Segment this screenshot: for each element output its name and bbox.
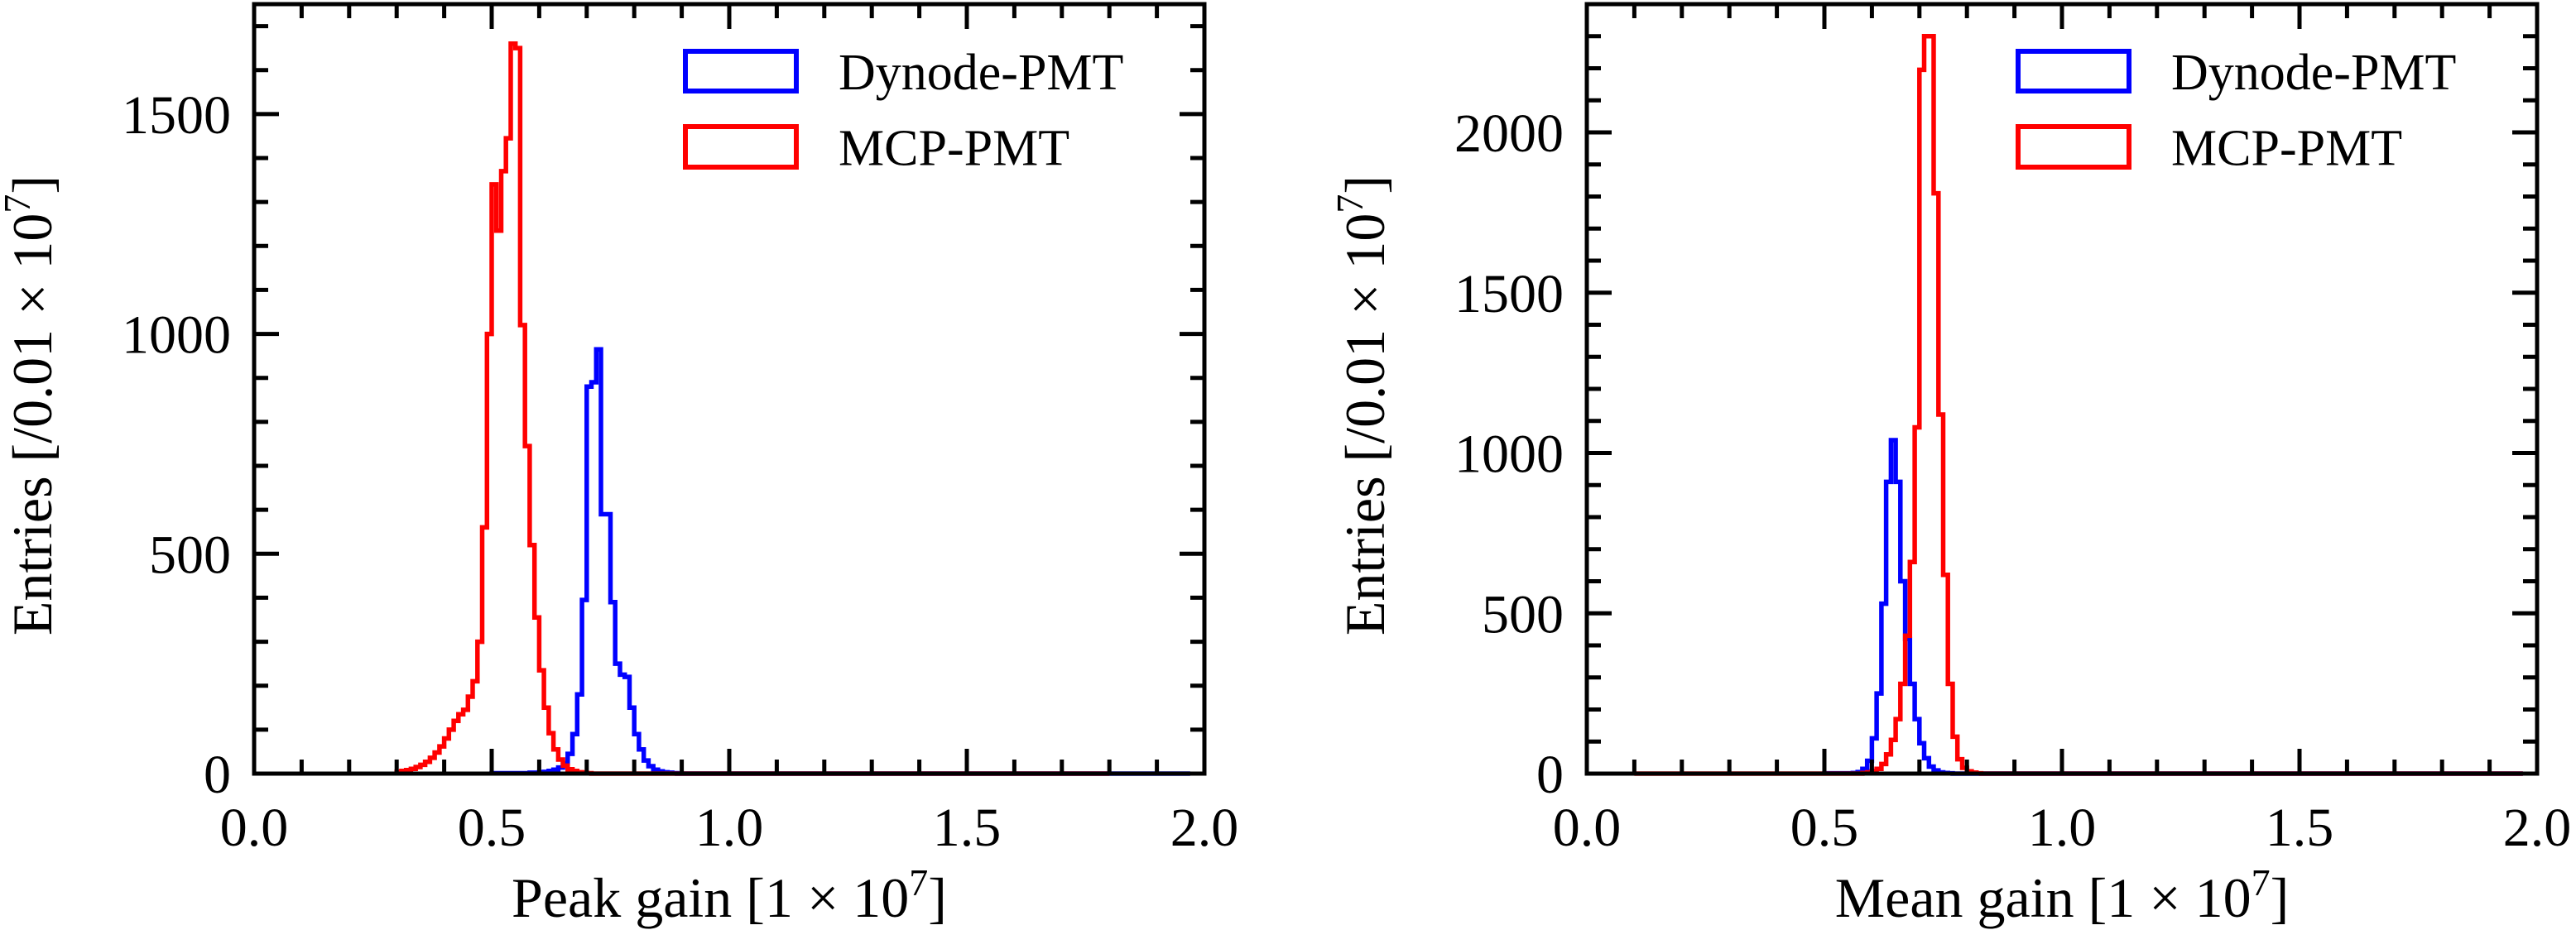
legend-left: Dynode-PMT MCP-PMT bbox=[683, 45, 1123, 177]
legend-label-mcp-pmt-left: MCP-PMT bbox=[839, 121, 1069, 177]
y-tick-label-left-0: 0 bbox=[204, 745, 231, 805]
panel-right: 0.0 0.5 1.0 1.5 2.0 0 500 1000 1500 2000 Mean gain… bbox=[1329, 2, 2572, 929]
y-tick-label-right-1: 500 bbox=[1482, 584, 1564, 645]
series-mcp-pmt-left bbox=[394, 41, 1110, 776]
legend-swatch-dynode-pmt-left bbox=[683, 49, 799, 93]
x-axis-title-right: Mean gain [1 × 107] bbox=[1835, 861, 2290, 929]
y-tick-label-right-2: 1000 bbox=[1454, 424, 1564, 485]
y-tick-label-right-4: 2000 bbox=[1454, 103, 1564, 164]
plot-frame-left bbox=[252, 2, 1207, 776]
legend-swatch-dynode-pmt-right bbox=[2016, 49, 2131, 93]
x-tick-label-left-0: 0.0 bbox=[220, 798, 289, 858]
x-tick-label-right-1: 0.5 bbox=[1790, 798, 1859, 858]
y-axis-title-right: Entries [/0.01 × 107] bbox=[1329, 175, 1396, 635]
y-tick-label-right-3: 1500 bbox=[1454, 264, 1564, 324]
legend-label-dynode-pmt-left: Dynode-PMT bbox=[839, 45, 1123, 101]
y-axis-title-left: Entries [/0.01 × 107] bbox=[0, 175, 64, 635]
x-tick-label-left-1: 0.5 bbox=[458, 798, 526, 858]
y-tick-label-left-3: 1500 bbox=[122, 85, 231, 146]
ticks-left bbox=[252, 4, 1207, 774]
x-tick-label-right-3: 1.5 bbox=[2266, 798, 2334, 858]
legend-label-mcp-pmt-right: MCP-PMT bbox=[2171, 121, 2402, 177]
legend-swatch-mcp-pmt-right bbox=[2016, 124, 2131, 170]
x-tick-label-right-0: 0.0 bbox=[1553, 798, 1622, 858]
plot-frame-right bbox=[1584, 2, 2540, 776]
x-tick-label-left-2: 1.0 bbox=[695, 798, 764, 858]
x-tick-label-left-4: 2.0 bbox=[1170, 798, 1239, 858]
legend-swatch-mcp-pmt-left bbox=[683, 124, 799, 170]
ticks-right bbox=[1584, 4, 2540, 774]
y-tick-label-right-0: 0 bbox=[1536, 745, 1564, 805]
x-axis-title-left: Peak gain [1 × 107] bbox=[512, 861, 947, 929]
legend-right: Dynode-PMT MCP-PMT bbox=[2016, 45, 2456, 177]
y-tick-label-left-1: 500 bbox=[149, 525, 231, 585]
series-dynode-pmt-left bbox=[489, 347, 1190, 776]
panel-left: 0.0 0.5 1.0 1.5 2.0 0 500 1000 1500 Peak gain [1 … bbox=[0, 2, 1239, 929]
series-dynode-pmt-right bbox=[1822, 438, 2523, 776]
y-tick-label-left-2: 1000 bbox=[122, 305, 231, 366]
x-tick-label-right-4: 2.0 bbox=[2503, 798, 2572, 858]
series-mcp-pmt-right bbox=[1634, 34, 2523, 776]
x-tick-label-right-2: 1.0 bbox=[2028, 798, 2097, 858]
x-tick-label-left-3: 1.5 bbox=[933, 798, 1002, 858]
legend-label-dynode-pmt-right: Dynode-PMT bbox=[2171, 45, 2456, 101]
